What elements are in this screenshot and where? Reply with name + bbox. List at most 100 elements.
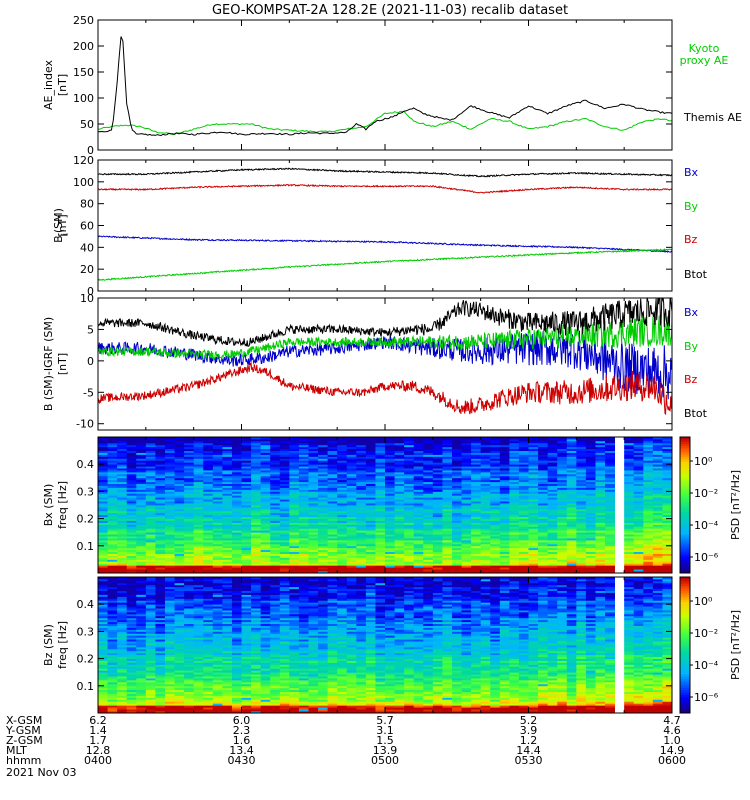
spectrogram-cell — [241, 481, 252, 485]
spectrogram-cell — [442, 485, 453, 488]
spectrogram-cell — [270, 534, 281, 537]
spectrogram-cell — [260, 539, 271, 543]
spectrogram-cell — [356, 547, 367, 551]
spectrogram-cell — [442, 563, 453, 566]
spectrogram-cell — [538, 487, 549, 490]
spectrogram-cell — [480, 695, 491, 698]
spectrogram-cell — [337, 475, 348, 479]
spectrogram-cell — [547, 561, 558, 564]
spectrogram-cell — [289, 499, 300, 502]
spectrogram-cell — [585, 506, 596, 510]
spectrogram-cell — [480, 565, 491, 568]
spectrogram-cell — [126, 693, 137, 696]
spectrogram-cell — [98, 565, 108, 568]
spectrogram-cell — [442, 536, 453, 539]
spectrogram-cell — [193, 697, 204, 700]
spectrogram-cell — [547, 468, 558, 471]
spectrogram-cell — [337, 516, 348, 519]
spectrogram-cell — [566, 545, 577, 549]
spectrogram-cell — [241, 512, 252, 516]
spectrogram-cell — [289, 479, 300, 483]
spectrogram-cell — [145, 479, 156, 483]
spectrogram-cell — [451, 501, 462, 504]
spectrogram-cell — [356, 473, 367, 477]
spectrogram-cell — [547, 557, 558, 560]
spectrogram-cell — [327, 468, 338, 471]
spectrogram-cell — [451, 450, 462, 453]
spectrogram-cell — [442, 547, 453, 551]
spectrogram-cell — [585, 567, 596, 570]
spectrogram-cell — [547, 534, 558, 537]
spectrogram-cell — [585, 481, 596, 485]
spectrogram-cell — [595, 505, 606, 508]
spectrogram-cell — [509, 534, 520, 537]
spectrogram-cell — [98, 522, 108, 525]
spectrogram-cell — [251, 565, 262, 568]
spectrogram-cell — [385, 481, 395, 485]
colorbar-segment — [680, 443, 690, 447]
spectrogram-cell — [595, 563, 606, 566]
spectrogram-cell — [385, 538, 395, 541]
spectrogram-cell — [327, 703, 338, 706]
spectrogram-cell — [337, 561, 348, 564]
spectrogram-cell — [662, 487, 673, 490]
spectrogram-cell — [605, 493, 615, 496]
colorbar-segment — [680, 559, 690, 563]
spectrogram-cell — [365, 470, 376, 473]
spectrogram-cell — [652, 563, 663, 566]
spectrogram-cell — [174, 559, 185, 562]
spectrogram-cell — [337, 536, 348, 539]
spectrogram-cell — [365, 456, 376, 459]
spectrogram-cell — [595, 520, 606, 523]
spectrogram-cell — [356, 569, 367, 572]
spectrogram-cell — [136, 549, 147, 553]
spectrogram-cell — [633, 520, 644, 523]
spectrogram-cell — [490, 462, 501, 465]
spectrogram-cell — [471, 483, 482, 486]
spectrogram-cell — [404, 497, 415, 500]
spectrogram-cell — [595, 534, 606, 537]
spectrogram-cell — [193, 499, 204, 502]
spectrogram-cell — [566, 543, 577, 547]
spectrogram-cell — [480, 489, 491, 492]
spectrogram-cell — [98, 530, 108, 533]
spectrogram-cell — [547, 530, 558, 533]
spectrogram-cell — [279, 522, 290, 525]
spectrogram-cell — [595, 559, 606, 562]
spectrogram-cell — [595, 514, 606, 518]
spectrogram-cell — [490, 561, 501, 564]
spectrogram-cell — [547, 444, 558, 448]
spectrogram-cell — [547, 536, 558, 539]
spectrogram-cell — [451, 522, 462, 525]
spectrogram-cell — [298, 462, 309, 465]
spectrogram-cell — [499, 569, 510, 572]
spectrogram-cell — [643, 707, 654, 710]
spectrogram-cell — [624, 514, 635, 518]
spectrogram-cell — [117, 510, 128, 514]
spectrogram-cell — [346, 569, 357, 572]
spectrogram-cell — [117, 522, 128, 525]
spectrogram-cell — [585, 530, 596, 533]
spectrogram-cell — [509, 471, 520, 475]
spectrogram-cell — [231, 464, 242, 467]
spectrogram-cell — [538, 495, 549, 498]
spectrogram-cell — [595, 483, 606, 486]
spectrogram-cell — [289, 699, 300, 702]
spectrogram-cell — [595, 711, 606, 714]
spectrogram-cell — [318, 483, 328, 486]
spectrogram-cell — [585, 524, 596, 527]
spectrogram-cell — [652, 701, 663, 704]
spectrogram-cell — [423, 541, 434, 545]
spectrogram-cell — [442, 516, 453, 519]
spectrogram-cell — [643, 516, 654, 519]
spectrogram-cell — [633, 518, 644, 521]
spectrogram-cell — [595, 532, 606, 535]
spectrogram-cell — [318, 532, 328, 535]
spectrogram-cell — [136, 503, 147, 506]
spectrogram-cell — [193, 703, 204, 706]
spectrogram-cell — [509, 438, 520, 442]
spectrogram-cell — [337, 501, 348, 504]
spectrogram-cell — [308, 557, 319, 560]
